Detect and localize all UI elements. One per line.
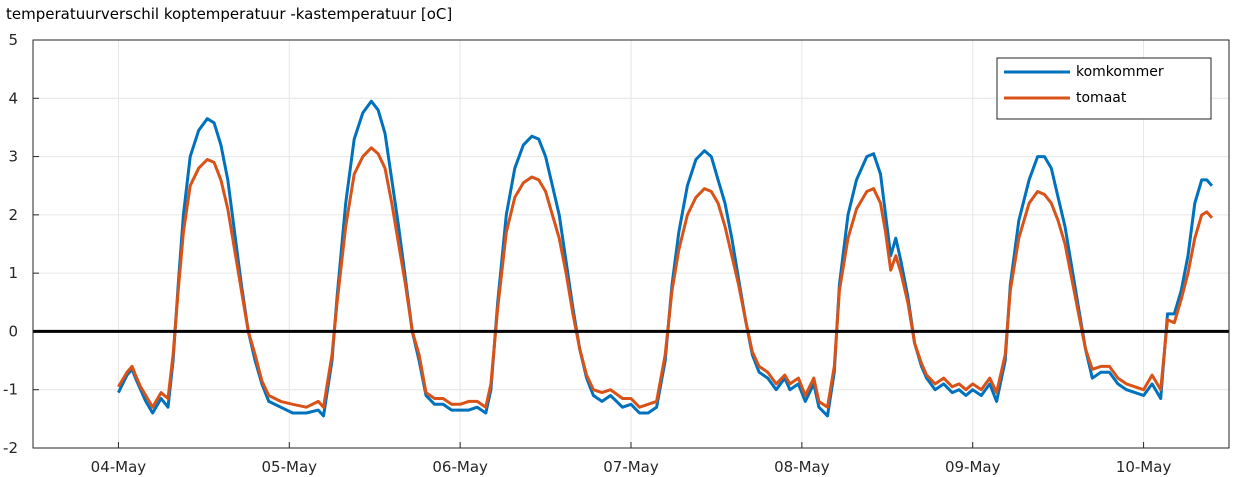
y-tick-label: 4 <box>8 89 18 107</box>
y-axis: -2 -1 0 1 2 3 4 5 <box>3 31 39 457</box>
plot-frame <box>32 39 1230 449</box>
legend: komkommer tomaat <box>996 57 1212 120</box>
x-tick-label: 04-May <box>91 458 147 476</box>
series-lines <box>33 99 1229 418</box>
y-tick-label: 3 <box>8 148 18 166</box>
y-tick-label: 5 <box>8 31 18 49</box>
legend-label-tomaat: tomaat <box>1076 90 1127 106</box>
x-tick-label: 07-May <box>603 458 659 476</box>
y-tick-label: 0 <box>8 322 18 340</box>
x-tick-label: 08-May <box>774 458 830 476</box>
legend-label-komkommer: komkommer <box>1076 64 1164 80</box>
y-tick-label: 2 <box>8 206 18 224</box>
x-tick-label: 06-May <box>432 458 488 476</box>
chart-title: temperatuurverschil koptemperatuur -kast… <box>6 5 452 23</box>
x-tick-label: 10-May <box>1116 458 1172 476</box>
y-tick-label: -1 <box>3 381 18 399</box>
y-tick-label: -2 <box>3 439 18 457</box>
series-line-tomaat <box>117 146 1214 409</box>
legend-box <box>996 57 1212 120</box>
y-tick-label: 1 <box>8 264 18 282</box>
x-axis: 04-May 05-May 06-May 07-May 08-May 09-May 10-M… <box>91 442 1172 476</box>
x-tick-label: 05-May <box>262 458 318 476</box>
x-tick-label: 09-May <box>945 458 1001 476</box>
series-line-komkommer <box>117 99 1214 418</box>
